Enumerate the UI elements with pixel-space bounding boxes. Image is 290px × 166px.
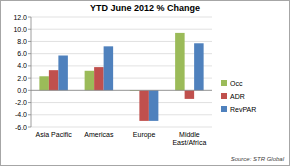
legend-swatch xyxy=(221,80,227,86)
chart-frame xyxy=(1,1,290,166)
y-tick xyxy=(28,78,31,79)
grid-line xyxy=(31,102,212,103)
grid-line xyxy=(31,41,212,42)
y-tick xyxy=(28,127,31,128)
y-tick-label: 0.0 xyxy=(17,87,27,94)
grid-line xyxy=(31,29,212,30)
y-tick xyxy=(28,90,31,91)
bar xyxy=(39,76,49,90)
grid-line xyxy=(31,127,212,128)
grid-line xyxy=(31,114,212,115)
legend-label: Occ xyxy=(230,80,243,87)
x-axis xyxy=(31,90,212,91)
bar xyxy=(175,33,185,90)
grid-line xyxy=(31,17,212,18)
title: YTD June 2012 % Change xyxy=(90,3,200,13)
y-tick-label: 12.0 xyxy=(13,14,27,21)
y-tick-label: 8.0 xyxy=(17,38,27,45)
y-tick xyxy=(28,65,31,66)
x-tick-label-line: East/Africa xyxy=(172,139,206,146)
y-tick-label: 6.0 xyxy=(17,50,27,57)
y-tick-label: 10.0 xyxy=(13,26,27,33)
y-tick-label: 4.0 xyxy=(17,62,27,69)
y-tick-label: -4.0 xyxy=(15,111,27,118)
x-tick-label-line: Middle xyxy=(179,131,200,138)
y-tick xyxy=(28,17,31,18)
bar xyxy=(149,90,159,121)
x-tick-label-line: Europe xyxy=(133,131,156,139)
bar xyxy=(139,90,149,121)
bar xyxy=(58,56,68,91)
bar xyxy=(49,70,59,90)
y-tick xyxy=(28,29,31,30)
x-tick-label-line: Asia Pacific xyxy=(36,131,73,138)
y-tick xyxy=(28,114,31,115)
y-axis xyxy=(31,17,32,127)
annotation: Source: STR Global xyxy=(231,156,285,162)
y-tick-label: -6.0 xyxy=(15,124,27,131)
grid-line xyxy=(31,53,212,54)
y-tick xyxy=(28,53,31,54)
y-tick xyxy=(28,41,31,42)
bar xyxy=(104,46,114,90)
legend-label: ADR xyxy=(230,93,245,100)
grid-line xyxy=(31,65,212,66)
bar xyxy=(94,67,104,90)
legend-swatch xyxy=(221,93,227,99)
grid-line xyxy=(31,90,212,91)
y-tick xyxy=(28,102,31,103)
x-tick-label: Americas xyxy=(84,131,114,138)
y-tick-label: -2.0 xyxy=(15,99,27,106)
bar xyxy=(194,43,204,90)
x-tick-label: MiddleEast/Africa xyxy=(172,131,206,146)
bar xyxy=(85,71,95,91)
bars xyxy=(39,33,203,121)
y-tick-label: 2.0 xyxy=(17,75,27,82)
x-tick-label: Asia Pacific xyxy=(36,131,73,138)
chart: YTD June 2012 % Change -6.0 -4.0 -2.0 0.0 2.0… xyxy=(0,0,290,166)
x-tick-label-line: Americas xyxy=(84,131,114,138)
legend-label: RevPAR xyxy=(230,106,256,113)
legend-swatch xyxy=(221,106,227,112)
x-tick-label: Europe xyxy=(133,131,156,139)
bar xyxy=(185,90,195,99)
